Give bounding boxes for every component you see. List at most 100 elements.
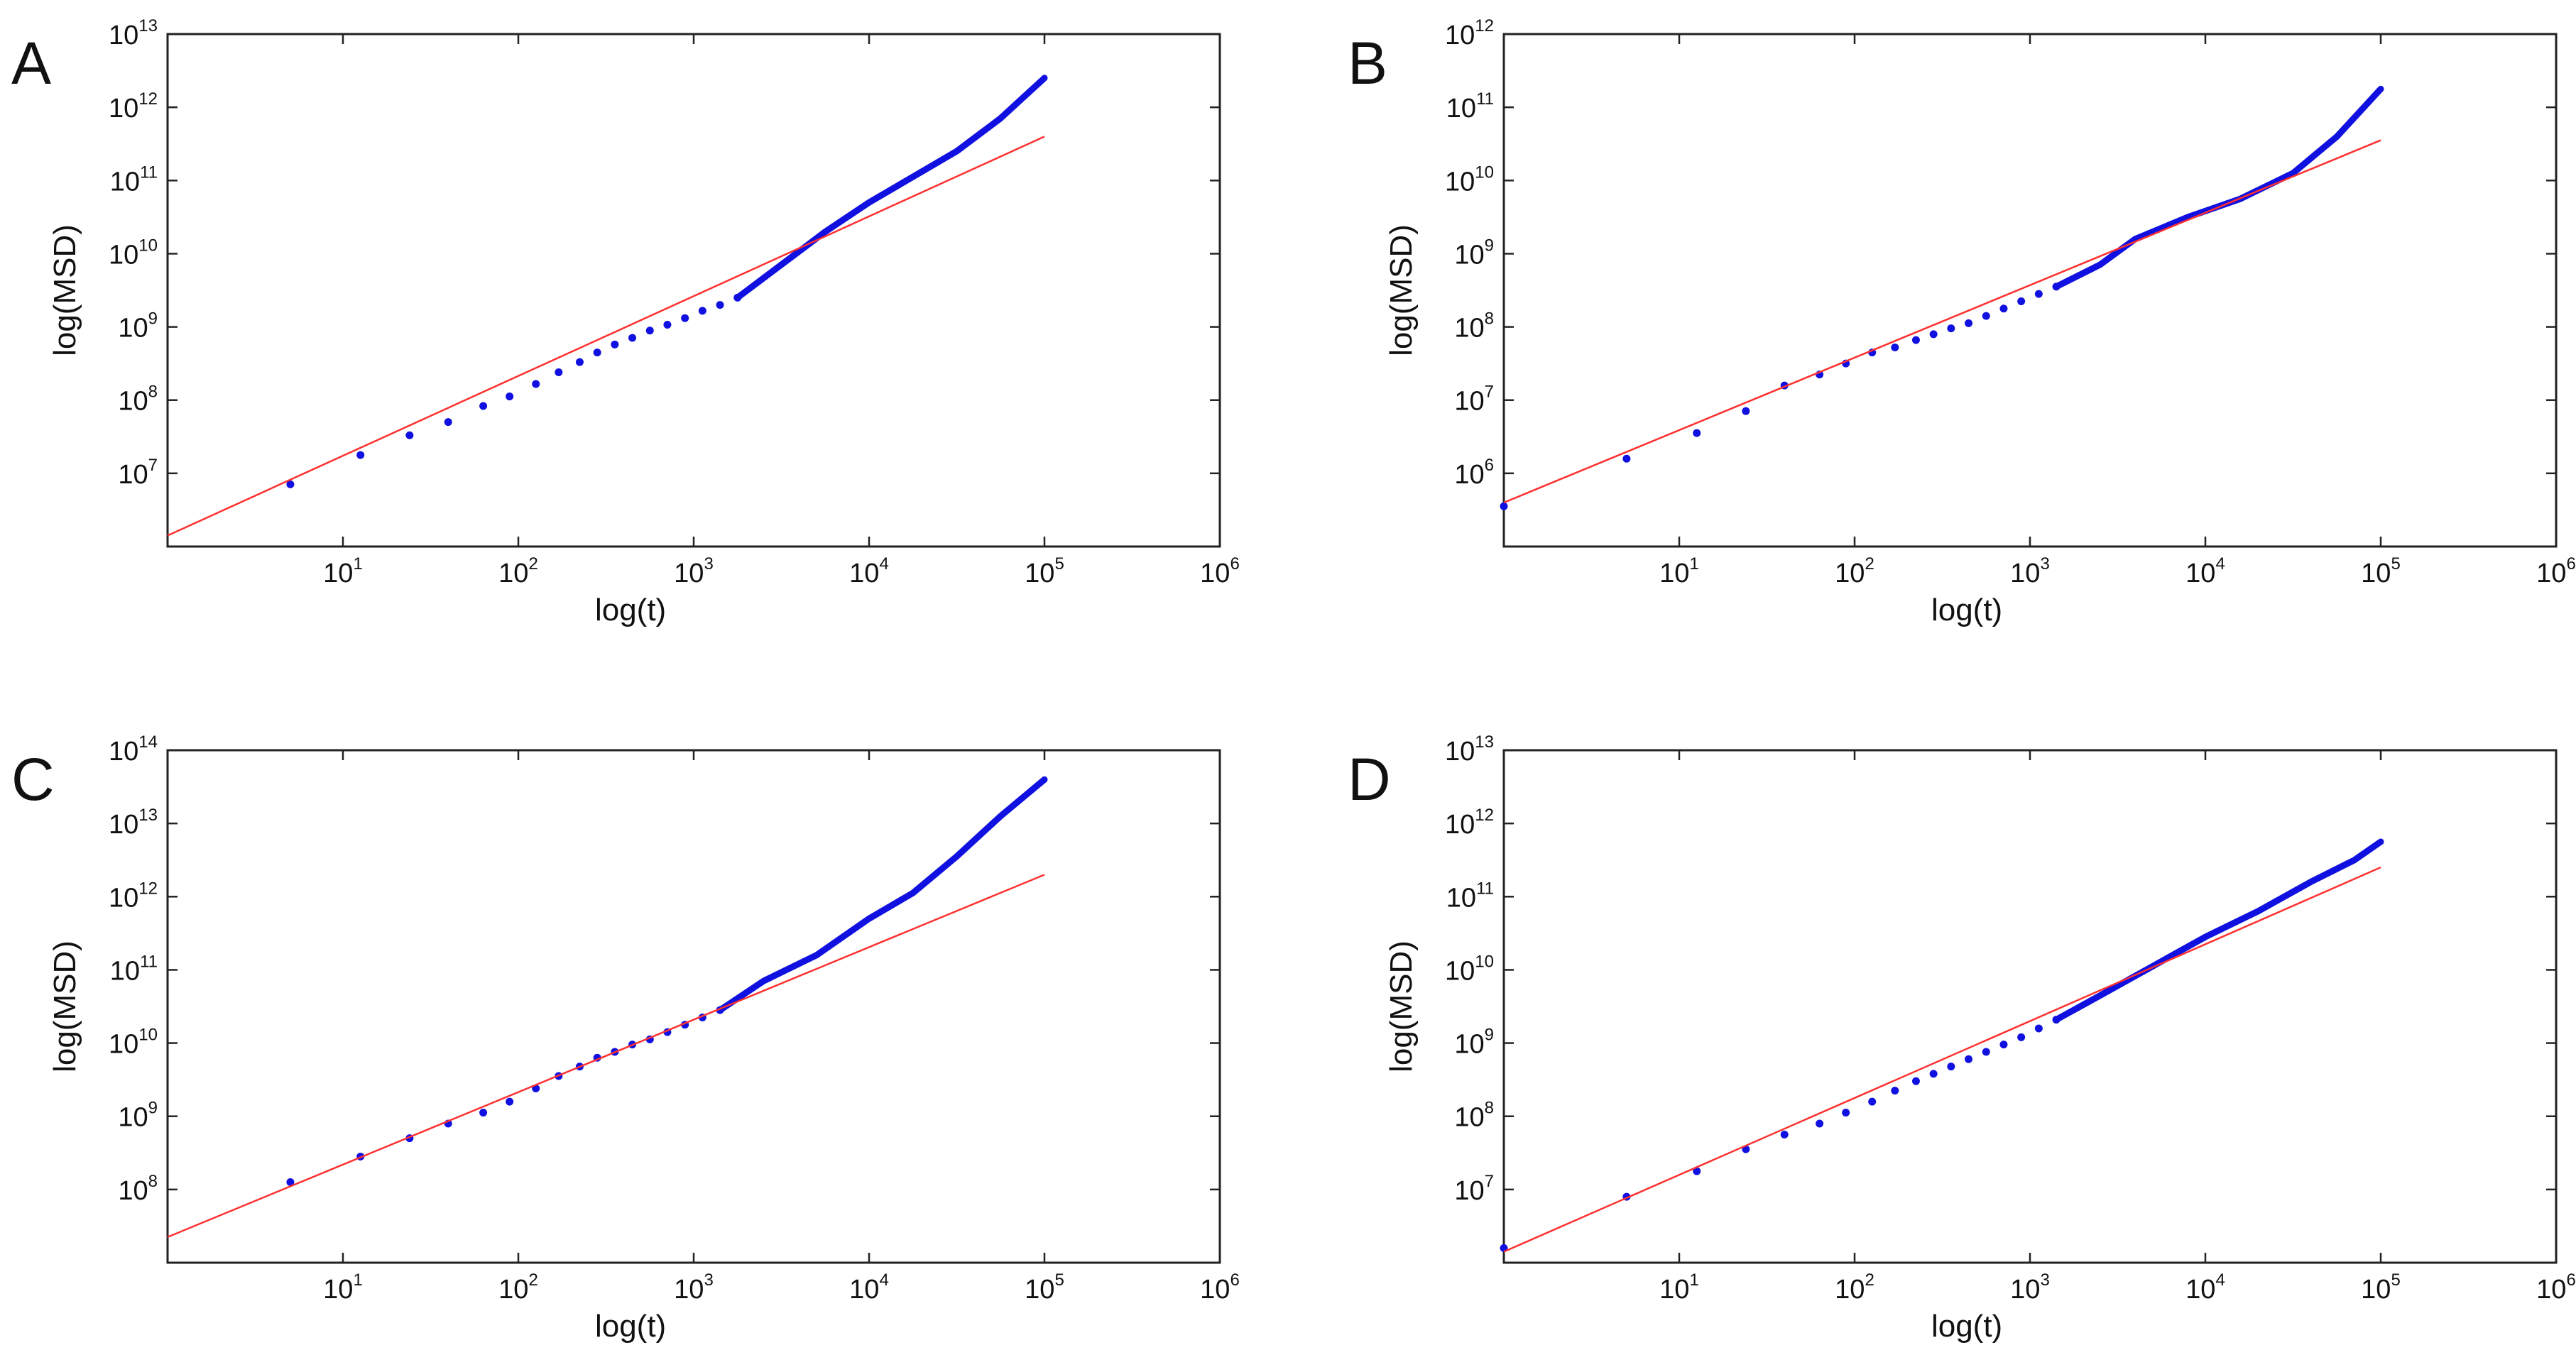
y-axis-label: log(MSD) — [1384, 940, 1419, 1072]
data-curve-dense — [734, 75, 1048, 301]
data-point — [575, 358, 584, 366]
x-tick-label: 102 — [498, 554, 538, 588]
x-tick-label: 106 — [2536, 554, 2576, 588]
data-point — [593, 349, 601, 357]
data-point — [532, 380, 540, 388]
data-point — [1693, 429, 1701, 437]
data-point — [479, 1109, 488, 1117]
data-point — [733, 293, 742, 302]
data-point — [1965, 1055, 1973, 1063]
data-point — [2017, 1033, 2026, 1041]
x-tick-label: 105 — [1025, 1271, 1064, 1305]
data-point — [444, 418, 452, 427]
data-curve-dense — [716, 776, 1048, 1014]
data-point — [1965, 319, 1973, 327]
data-point — [1693, 1167, 1701, 1175]
data-point — [2034, 1024, 2043, 1033]
data-point — [698, 307, 706, 315]
data-point — [555, 368, 563, 377]
data-point — [506, 393, 514, 401]
y-tick-label: 1011 — [110, 952, 158, 986]
data-point — [286, 480, 295, 488]
data-point — [1868, 1097, 1877, 1106]
x-tick-label: 106 — [1200, 1271, 1240, 1305]
panel-c: C 101 102 103 104 105 106 108 109 1010 1011 1012 101… — [11, 732, 1240, 1344]
panel-letter: C — [11, 746, 55, 813]
panel-a: A 101 102 103 104 105 106 107 108 109 1010 1011 1012… — [11, 16, 1240, 627]
data-point — [1999, 304, 2008, 313]
y-tick-label: 109 — [1454, 236, 1494, 270]
x-tick-label: 103 — [674, 554, 714, 588]
data-point — [1999, 1041, 2008, 1049]
x-tick-label: 104 — [2185, 1271, 2225, 1305]
data-point — [405, 431, 414, 439]
data-point — [1911, 1077, 1920, 1085]
data-point — [356, 451, 365, 459]
x-tick-label: 101 — [1659, 1271, 1699, 1305]
x-tick-label: 101 — [1659, 554, 1699, 588]
data-point — [611, 340, 619, 349]
y-tick-label: 1014 — [109, 732, 158, 767]
data-point — [1742, 407, 1750, 415]
data-point — [2052, 1016, 2061, 1024]
data-point — [716, 301, 724, 309]
data-curve-dense — [2053, 838, 2384, 1023]
y-tick-label: 108 — [1454, 309, 1494, 344]
x-tick-label: 103 — [2010, 1271, 2050, 1305]
panel-d: D 101 102 103 104 105 106 107 108 109 1010 1011 1012… — [1348, 732, 2576, 1344]
data-point — [479, 402, 488, 410]
data-point — [286, 1178, 295, 1187]
x-tick-label: 106 — [2536, 1271, 2576, 1305]
fit-line — [1503, 866, 2381, 1253]
y-tick-label: 1013 — [109, 16, 158, 50]
data-point — [1816, 1119, 1824, 1128]
data-point — [1891, 343, 1899, 351]
x-tick-label: 103 — [2010, 554, 2050, 588]
data-point — [1500, 502, 1508, 510]
y-tick-label: 1010 — [109, 1026, 158, 1060]
y-tick-label: 107 — [1454, 383, 1494, 417]
x-axis-label: log(t) — [595, 1309, 666, 1344]
x-tick-label: 102 — [498, 1271, 538, 1305]
y-tick-label: 1010 — [109, 236, 158, 270]
y-tick-label: 1013 — [1445, 732, 1494, 767]
x-tick-label: 102 — [1835, 554, 1874, 588]
x-tick-label: 106 — [1200, 554, 1240, 588]
panel-letter: B — [1348, 30, 1387, 97]
y-axis-label: log(MSD) — [1384, 224, 1419, 356]
y-axis-label: log(MSD) — [48, 940, 82, 1072]
y-tick-label: 1011 — [1446, 89, 1494, 124]
y-tick-label: 109 — [1454, 1026, 1494, 1060]
data-point — [1982, 312, 1990, 320]
y-tick-label: 1012 — [109, 879, 158, 913]
fit-line — [167, 136, 1045, 537]
x-tick-label: 104 — [849, 554, 889, 588]
data-point — [1891, 1087, 1899, 1095]
y-tick-label: 107 — [118, 456, 158, 490]
panel-letter: A — [11, 30, 51, 97]
x-tick-label: 105 — [1025, 554, 1064, 588]
y-tick-label: 108 — [118, 1172, 158, 1206]
x-tick-label: 104 — [2185, 554, 2225, 588]
data-point — [1947, 1063, 1955, 1071]
y-tick-label: 1010 — [1445, 952, 1494, 986]
y-axis-label: log(MSD) — [48, 224, 82, 356]
plot-frame — [1502, 749, 2558, 1264]
x-tick-label: 105 — [2361, 554, 2401, 588]
x-tick-label: 102 — [1835, 1271, 1874, 1305]
x-tick-label: 101 — [323, 554, 363, 588]
y-tick-label: 108 — [118, 383, 158, 417]
x-axis-label: log(t) — [1931, 593, 2002, 627]
x-tick-label: 101 — [323, 1271, 363, 1305]
data-point — [1929, 330, 1938, 339]
y-tick-label: 1010 — [1445, 163, 1494, 197]
plot-frame — [1502, 33, 2558, 548]
y-tick-label: 108 — [1454, 1099, 1494, 1133]
x-axis-label: log(t) — [595, 593, 666, 627]
data-point — [1929, 1070, 1938, 1078]
data-point — [2017, 297, 2026, 305]
data-point — [1947, 324, 1955, 333]
y-tick-label: 109 — [118, 1099, 158, 1133]
plot-frame — [166, 749, 1221, 1264]
